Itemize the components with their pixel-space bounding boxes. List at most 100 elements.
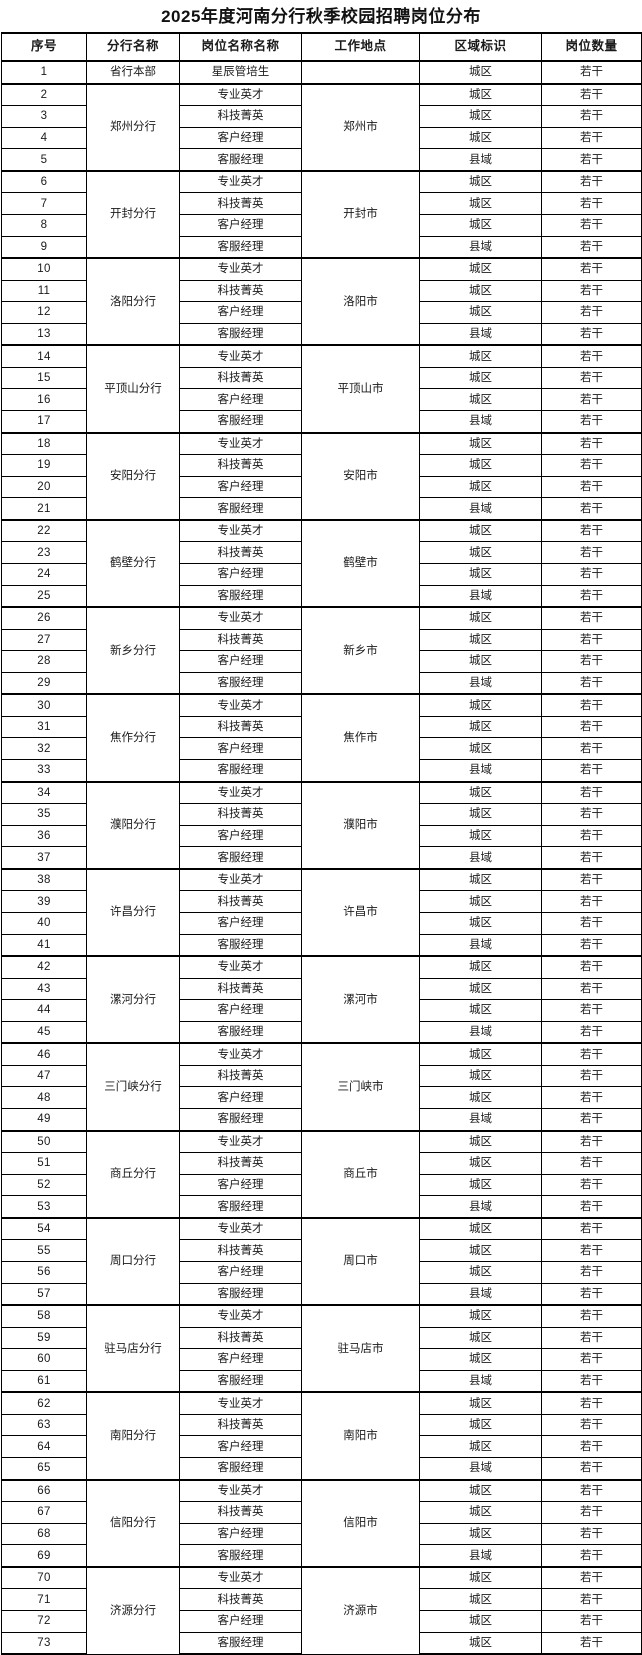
table-row: 32 客户经理 城区 若干: [1, 737, 642, 760]
cell-area-tag: 城区: [419, 454, 542, 477]
cell-post-name: 专业英才: [179, 169, 302, 194]
cell-area-tag: 城区: [419, 1348, 542, 1371]
cell-index: 2: [1, 82, 87, 107]
cell-branch-name: 驻马店分行: [86, 1304, 180, 1393]
cell-index: 33: [1, 758, 87, 783]
table-row: 29 客服经理 县域 若干: [1, 671, 642, 695]
cell-area-tag: 城区: [419, 867, 542, 892]
cell-post-count: 若干: [541, 257, 642, 281]
cell-index: 46: [1, 1042, 87, 1066]
cell-post-count: 若干: [541, 1216, 642, 1241]
cell-post-count: 若干: [541, 322, 642, 346]
table-row: 41 客服经理 县域 若干: [1, 933, 642, 957]
cell-post-count: 若干: [541, 213, 642, 237]
cell-area-tag: 城区: [419, 1609, 542, 1633]
cell-post-name: 客户经理: [179, 1086, 302, 1109]
cell-post-count: 若干: [541, 584, 642, 608]
cell-post-count: 若干: [541, 1501, 642, 1524]
cell-post-count: 若干: [541, 1631, 642, 1655]
cell-post-count: 若干: [541, 999, 642, 1022]
cell-post-count: 若干: [541, 650, 642, 673]
cell-area-tag: 县域: [419, 671, 542, 695]
cell-post-name: 科技菁英: [179, 977, 302, 1001]
cell-post-name: 专业英才: [179, 82, 302, 107]
cell-post-count: 若干: [541, 628, 642, 652]
cell-post-count: 若干: [541, 1020, 642, 1044]
cell-index: 28: [1, 650, 87, 673]
cell-post-name: 客户经理: [179, 213, 302, 237]
cell-post-name: 专业英才: [179, 1304, 302, 1328]
cell-post-name: 专业英才: [179, 1129, 302, 1154]
cell-index: 65: [1, 1456, 87, 1481]
cell-post-name: 科技菁英: [179, 1152, 302, 1175]
cell-index: 38: [1, 867, 87, 892]
cell-work-location: 许昌市: [301, 867, 420, 957]
table-row: 34 濮阳分行 专业英才 濮阳市 城区 若干: [1, 780, 642, 870]
cell-branch-name: 鹤壁分行: [86, 518, 180, 608]
table-row: 33 客服经理 县域 若干: [1, 758, 642, 783]
table-row: 13 客服经理 县域 若干: [1, 322, 642, 346]
cell-work-location: 濮阳市: [301, 780, 420, 870]
table-row: 35 科技菁英 城区 若干: [1, 803, 642, 826]
cell-post-count: 若干: [541, 1042, 642, 1066]
cell-index: 53: [1, 1195, 87, 1219]
cell-post-count: 若干: [541, 1609, 642, 1633]
cell-post-name: 客户经理: [179, 737, 302, 760]
cell-area-tag: 县域: [419, 758, 542, 783]
cell-index: 8: [1, 213, 87, 237]
cell-work-location: 鹤壁市: [301, 518, 420, 608]
title-bar: 2025年度河南分行秋季校园招聘岗位分布: [0, 0, 642, 32]
cell-area-tag: 县域: [419, 235, 542, 259]
cell-index: 29: [1, 671, 87, 695]
cell-index: 16: [1, 388, 87, 411]
cell-post-name: 客户经理: [179, 301, 302, 324]
cell-post-count: 若干: [541, 518, 642, 543]
cell-index: 5: [1, 148, 87, 172]
cell-index: 35: [1, 803, 87, 826]
table-row: 69 客服经理 县域 若干: [1, 1544, 642, 1568]
cell-area-tag: 城区: [419, 1173, 542, 1197]
table-row: 10 洛阳分行 专业英才 洛阳市 城区 若干: [1, 257, 642, 346]
cell-area-tag: 城区: [419, 257, 542, 281]
table-row: 56 客户经理 城区 若干: [1, 1260, 642, 1284]
cell-post-count: 若干: [541, 1152, 642, 1175]
cell-post-count: 若干: [541, 169, 642, 194]
cell-post-count: 若干: [541, 1107, 642, 1132]
table-row: 60 客户经理 城区 若干: [1, 1348, 642, 1371]
cell-post-name: 客户经理: [179, 475, 302, 499]
recruitment-table: 序号 分行名称 岗位名称名称 工作地点 区域标识 岗位数量 1 省行本部 星辰管培生…: [1, 32, 642, 1655]
cell-post-count: 若干: [541, 388, 642, 411]
cell-index: 32: [1, 737, 87, 760]
cell-index: 47: [1, 1064, 87, 1088]
cell-post-name: 专业英才: [179, 518, 302, 543]
cell-post-name: 科技菁英: [179, 1413, 302, 1437]
table-row: 11 科技菁英 城区 若干: [1, 279, 642, 303]
cell-post-count: 若干: [541, 1588, 642, 1611]
cell-post-name: 客户经理: [179, 999, 302, 1022]
cell-index: 48: [1, 1086, 87, 1109]
cell-post-count: 若干: [541, 1195, 642, 1219]
table-row: 52 客户经理 城区 若干: [1, 1173, 642, 1197]
table-row: 47 科技菁英 城区 若干: [1, 1064, 642, 1088]
cell-post-count: 若干: [541, 1522, 642, 1546]
cell-work-location: 焦作市: [301, 693, 420, 783]
cell-index: 63: [1, 1413, 87, 1437]
cell-index: 6: [1, 169, 87, 194]
cell-index: 21: [1, 497, 87, 521]
table-row: 25 客服经理 县域 若干: [1, 584, 642, 608]
cell-post-count: 若干: [541, 1544, 642, 1568]
cell-post-count: 若干: [541, 1064, 642, 1088]
cell-post-name: 科技菁英: [179, 366, 302, 390]
cell-post-count: 若干: [541, 475, 642, 499]
cell-post-name: 客服经理: [179, 1456, 302, 1481]
cell-area-tag: 城区: [419, 1501, 542, 1524]
cell-area-tag: 城区: [419, 192, 542, 215]
cell-index: 18: [1, 431, 87, 456]
table-row: 24 客户经理 城区 若干: [1, 562, 642, 586]
cell-index: 30: [1, 693, 87, 717]
table-row: 45 客服经理 县域 若干: [1, 1020, 642, 1044]
cell-post-name: 专业英才: [179, 955, 302, 979]
cell-branch-name: 济源分行: [86, 1565, 180, 1655]
cell-index: 7: [1, 192, 87, 215]
table-row: 1 省行本部 星辰管培生 城区 若干: [1, 60, 642, 85]
